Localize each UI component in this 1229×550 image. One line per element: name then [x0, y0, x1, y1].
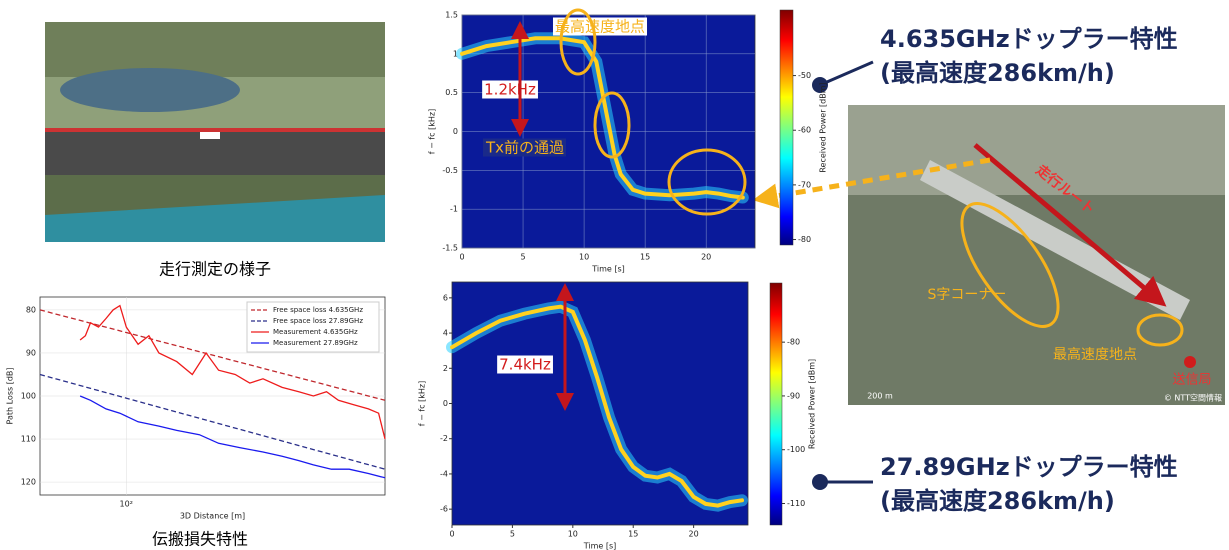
y-tick-label: 110 — [21, 435, 36, 444]
y-tick-label: 0 — [443, 399, 448, 408]
colorbar-label: Received Power [dBm] — [819, 82, 828, 172]
y-axis-label: f − fc [kHz] — [418, 381, 427, 426]
annotation: Tx前の通過 — [485, 139, 564, 157]
x-tick-label: 0 — [459, 253, 464, 262]
colorbar-tick-label: -110 — [787, 499, 805, 508]
map-label: 最高速度地点 — [1053, 346, 1137, 363]
y-tick-label: 100 — [21, 392, 36, 401]
heading: 27.89GHzドップラー特性 — [880, 453, 1178, 481]
legend-label: Free space loss 27.89GHz — [273, 317, 363, 325]
y-tick-label: -4 — [440, 469, 448, 478]
heading-sub: (最高速度286km/h) — [880, 59, 1115, 87]
y-tick-label: 120 — [21, 478, 36, 487]
y-tick-label: 80 — [26, 305, 36, 314]
x-tick-label: 20 — [689, 530, 699, 539]
heading: 4.635GHzドップラー特性 — [880, 25, 1178, 53]
x-axis-label: Time [s] — [591, 265, 625, 274]
x-tick-label: 0 — [449, 530, 454, 539]
legend-label: Free space loss 4.635GHz — [273, 306, 363, 314]
y-axis-label: f − fc [kHz] — [428, 109, 437, 154]
colorbar-tick-label: -100 — [787, 445, 805, 454]
colorbar-tick-label: -60 — [798, 126, 811, 135]
colorbar — [770, 283, 782, 525]
legend-label: Measurement 4.635GHz — [273, 328, 358, 336]
heading-sub: (最高速度286km/h) — [880, 487, 1115, 515]
map-label: S字コーナー — [928, 287, 1007, 303]
track-photo — [45, 22, 385, 242]
x-tick-label: 15 — [640, 253, 650, 262]
x-tick-label: 10 — [568, 530, 578, 539]
colorbar-tick-label: -50 — [798, 71, 811, 80]
colorbar-tick-label: -70 — [798, 180, 811, 189]
colorbar — [780, 10, 793, 245]
annotation: 最高速度地点 — [555, 18, 645, 36]
y-tick-label: -1 — [450, 205, 458, 214]
x-tick-label: 5 — [510, 530, 515, 539]
map — [848, 105, 1225, 405]
y-tick-label: 0.5 — [445, 88, 458, 97]
x-tick-label: 5 — [520, 253, 525, 262]
caption: 走行測定の様子 — [159, 260, 271, 279]
y-tick-label: 0 — [453, 127, 458, 136]
x-tick-label: 15 — [628, 530, 638, 539]
y-tick-label: 90 — [26, 348, 36, 357]
slide: 走行測定の様子 伝搬損失特性 4.635GHzドップラー特性 (最高速度286k… — [0, 0, 1229, 550]
x-axis-label: Time [s] — [583, 542, 617, 550]
y-tick-label: 1.5 — [445, 11, 458, 20]
x-tick-label: 20 — [701, 253, 711, 262]
x-axis-label: 3D Distance [m] — [180, 512, 245, 521]
y-tick-label: -1.5 — [442, 244, 458, 253]
caption: 伝搬損失特性 — [152, 530, 248, 549]
y-tick-label: 2 — [443, 364, 448, 373]
map-scale: 200 m — [867, 392, 893, 401]
x-tick-label: 10² — [120, 500, 133, 509]
y-tick-label: 4 — [443, 329, 448, 338]
x-tick-label: 10 — [579, 253, 589, 262]
map-label: 送信局 — [1172, 373, 1211, 388]
y-tick-label: -2 — [440, 434, 448, 443]
colorbar-tick-label: -90 — [787, 391, 800, 400]
annotation: 1.2kHz — [484, 81, 536, 99]
y-axis-label: Path Loss [dB] — [6, 367, 15, 424]
colorbar-tick-label: -80 — [787, 338, 800, 347]
y-tick-label: -6 — [440, 505, 448, 514]
legend-label: Measurement 27.89GHz — [273, 339, 358, 347]
colorbar-tick-label: -80 — [798, 235, 811, 244]
y-tick-label: -0.5 — [442, 166, 458, 175]
annotation: 7.4kHz — [499, 356, 551, 374]
y-tick-label: 6 — [443, 293, 448, 302]
colorbar-label: Received Power [dBm] — [808, 359, 817, 449]
map-credit: © NTT空間情報 — [1164, 393, 1222, 403]
